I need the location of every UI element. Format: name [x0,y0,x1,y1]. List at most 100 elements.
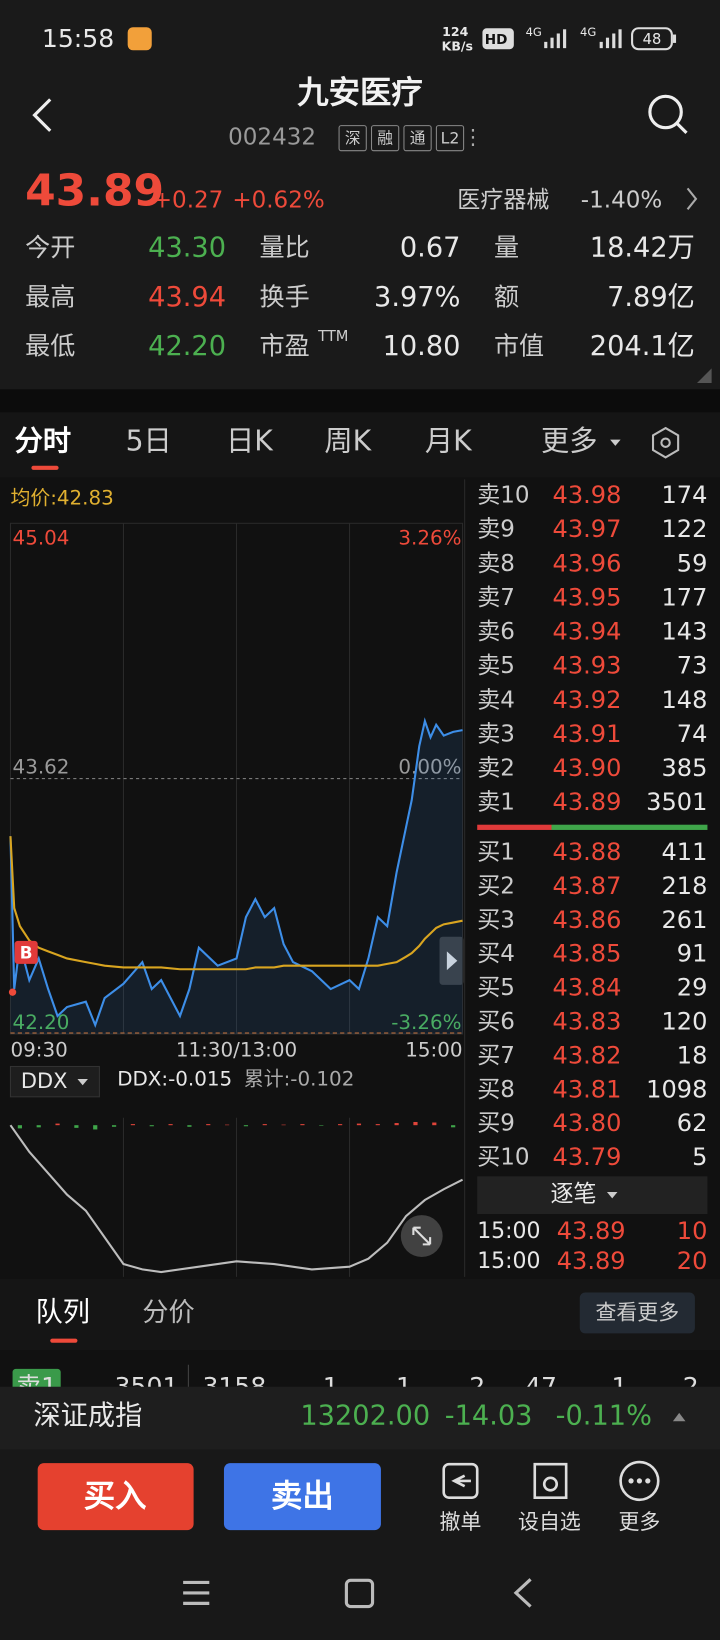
stat-value: 7.89亿 [607,282,695,313]
avg-price-label: 均价:42.83 [10,487,113,510]
expand-arrow [446,951,458,971]
book-price: 43.90 [553,754,622,782]
sell-button-bg[interactable] [223,1463,381,1531]
book-volume: 5 [692,1143,707,1171]
zoom-button[interactable] [400,1215,443,1257]
book-price: 43.82 [553,1041,622,1069]
stat-value: 18.42万 [590,233,695,264]
tool-button[interactable]: 更多 [618,1510,660,1534]
corner [696,368,712,384]
book-label: 卖8 [477,551,515,577]
book-label: 卖6 [477,619,515,645]
trade-time: 15:00 [477,1249,540,1274]
price-change-pct: +0.62% [232,187,324,213]
stat-label: 今开 [25,233,75,262]
tag-box [338,125,367,152]
dropdown-caret [610,439,621,446]
book-label: 卖1 [477,790,515,816]
more-button-bg[interactable] [579,1292,695,1334]
book-volume: 74 [677,720,708,748]
tag-box [403,125,432,152]
y-tick-label: 45.04 [13,526,70,549]
book-price: 43.84 [553,974,622,1002]
tag: L2 [441,129,460,148]
ddx-bar [338,1124,343,1126]
book-price: 43.97 [553,515,622,543]
back-button[interactable] [32,98,52,132]
book-volume: 73 [677,652,708,680]
period-tab[interactable]: 日K [226,425,274,458]
buy-button-bg[interactable] [37,1463,194,1531]
book-volume: 3501 [646,788,707,816]
sector-name[interactable]: 医疗器械 [457,187,549,213]
detail-tab[interactable]: 队列 [36,1297,90,1328]
book-label: 买3 [477,907,515,933]
price-line [9,717,463,1028]
book-price: 43.96 [553,549,622,577]
stat-label: 量比 [260,233,310,262]
book-price: 43.95 [553,583,622,611]
chevron [686,187,698,210]
tool-button[interactable]: 撤单 [440,1510,482,1534]
ddx-bar [281,1124,286,1126]
tool-button[interactable]: 设自选 [518,1510,581,1534]
trades-header[interactable] [477,1176,708,1215]
book-label: 买8 [477,1077,515,1103]
ddx-bar [394,1123,399,1126]
book-price: 43.92 [553,686,622,714]
period-tab[interactable]: 5日 [126,425,172,458]
ddx-bar [319,1125,324,1126]
more-button[interactable]: 查看更多 [595,1300,679,1324]
ddx-value: DDX:-0.015 [117,1068,232,1091]
book-label: 买5 [477,975,515,1001]
index-caret [672,1412,686,1422]
book-volume: 91 [677,940,708,968]
book-label: 买9 [477,1111,515,1137]
book-volume: 143 [662,618,708,646]
trades-title: 逐笔 [550,1182,596,1208]
book-volume: 1098 [646,1075,707,1103]
period-tab[interactable]: 周K [324,425,372,458]
last-price: 43.89 [25,166,164,217]
ddx-bar [17,1125,22,1129]
book-price: 43.86 [553,906,622,934]
stat-value: 43.30 [148,233,226,264]
ddx-bar [243,1125,249,1127]
ddx-bar [300,1124,305,1126]
stat-label-sup: TTM [317,328,348,345]
y-tick-label: 43.62 [13,756,70,779]
tag: 融 [377,129,393,148]
detail-tab[interactable]: 分价 [142,1298,194,1328]
stat-label: 最低 [25,331,75,360]
book-price: 43.93 [553,652,622,680]
book-price: 43.81 [553,1075,622,1103]
search-button[interactable] [648,94,688,135]
tag-box [370,125,400,152]
book-volume: 177 [662,583,708,611]
settings-button[interactable] [651,426,680,459]
period-tab[interactable]: 月K [425,425,473,458]
ddx-bar [225,1124,230,1126]
sell-button[interactable]: 卖出 [271,1479,334,1515]
book-price: 43.85 [553,940,622,968]
tabs-bg [0,412,720,478]
stat-label: 换手 [260,282,310,311]
buy-button[interactable]: 买入 [84,1479,147,1515]
book-price: 43.87 [553,872,622,900]
ddx-bar [356,1123,362,1126]
trade-time: 15:00 [477,1219,540,1244]
status-time: 15:58 [42,24,114,53]
book-price: 43.83 [553,1008,622,1036]
period-tab[interactable]: 更多 [541,425,597,458]
book-label: 买6 [477,1009,515,1035]
battery-icon [631,27,673,51]
index-name: 深证成指 [33,1401,142,1432]
y2-tick-label: -3.26% [391,1011,461,1034]
indicator-select[interactable] [9,1065,100,1098]
book-price: 43.98 [553,481,622,509]
tag: 通 [410,129,426,148]
period-tab[interactable]: 分时 [15,425,71,458]
book-price: 43.91 [553,720,622,748]
book-label: 卖5 [477,653,515,679]
